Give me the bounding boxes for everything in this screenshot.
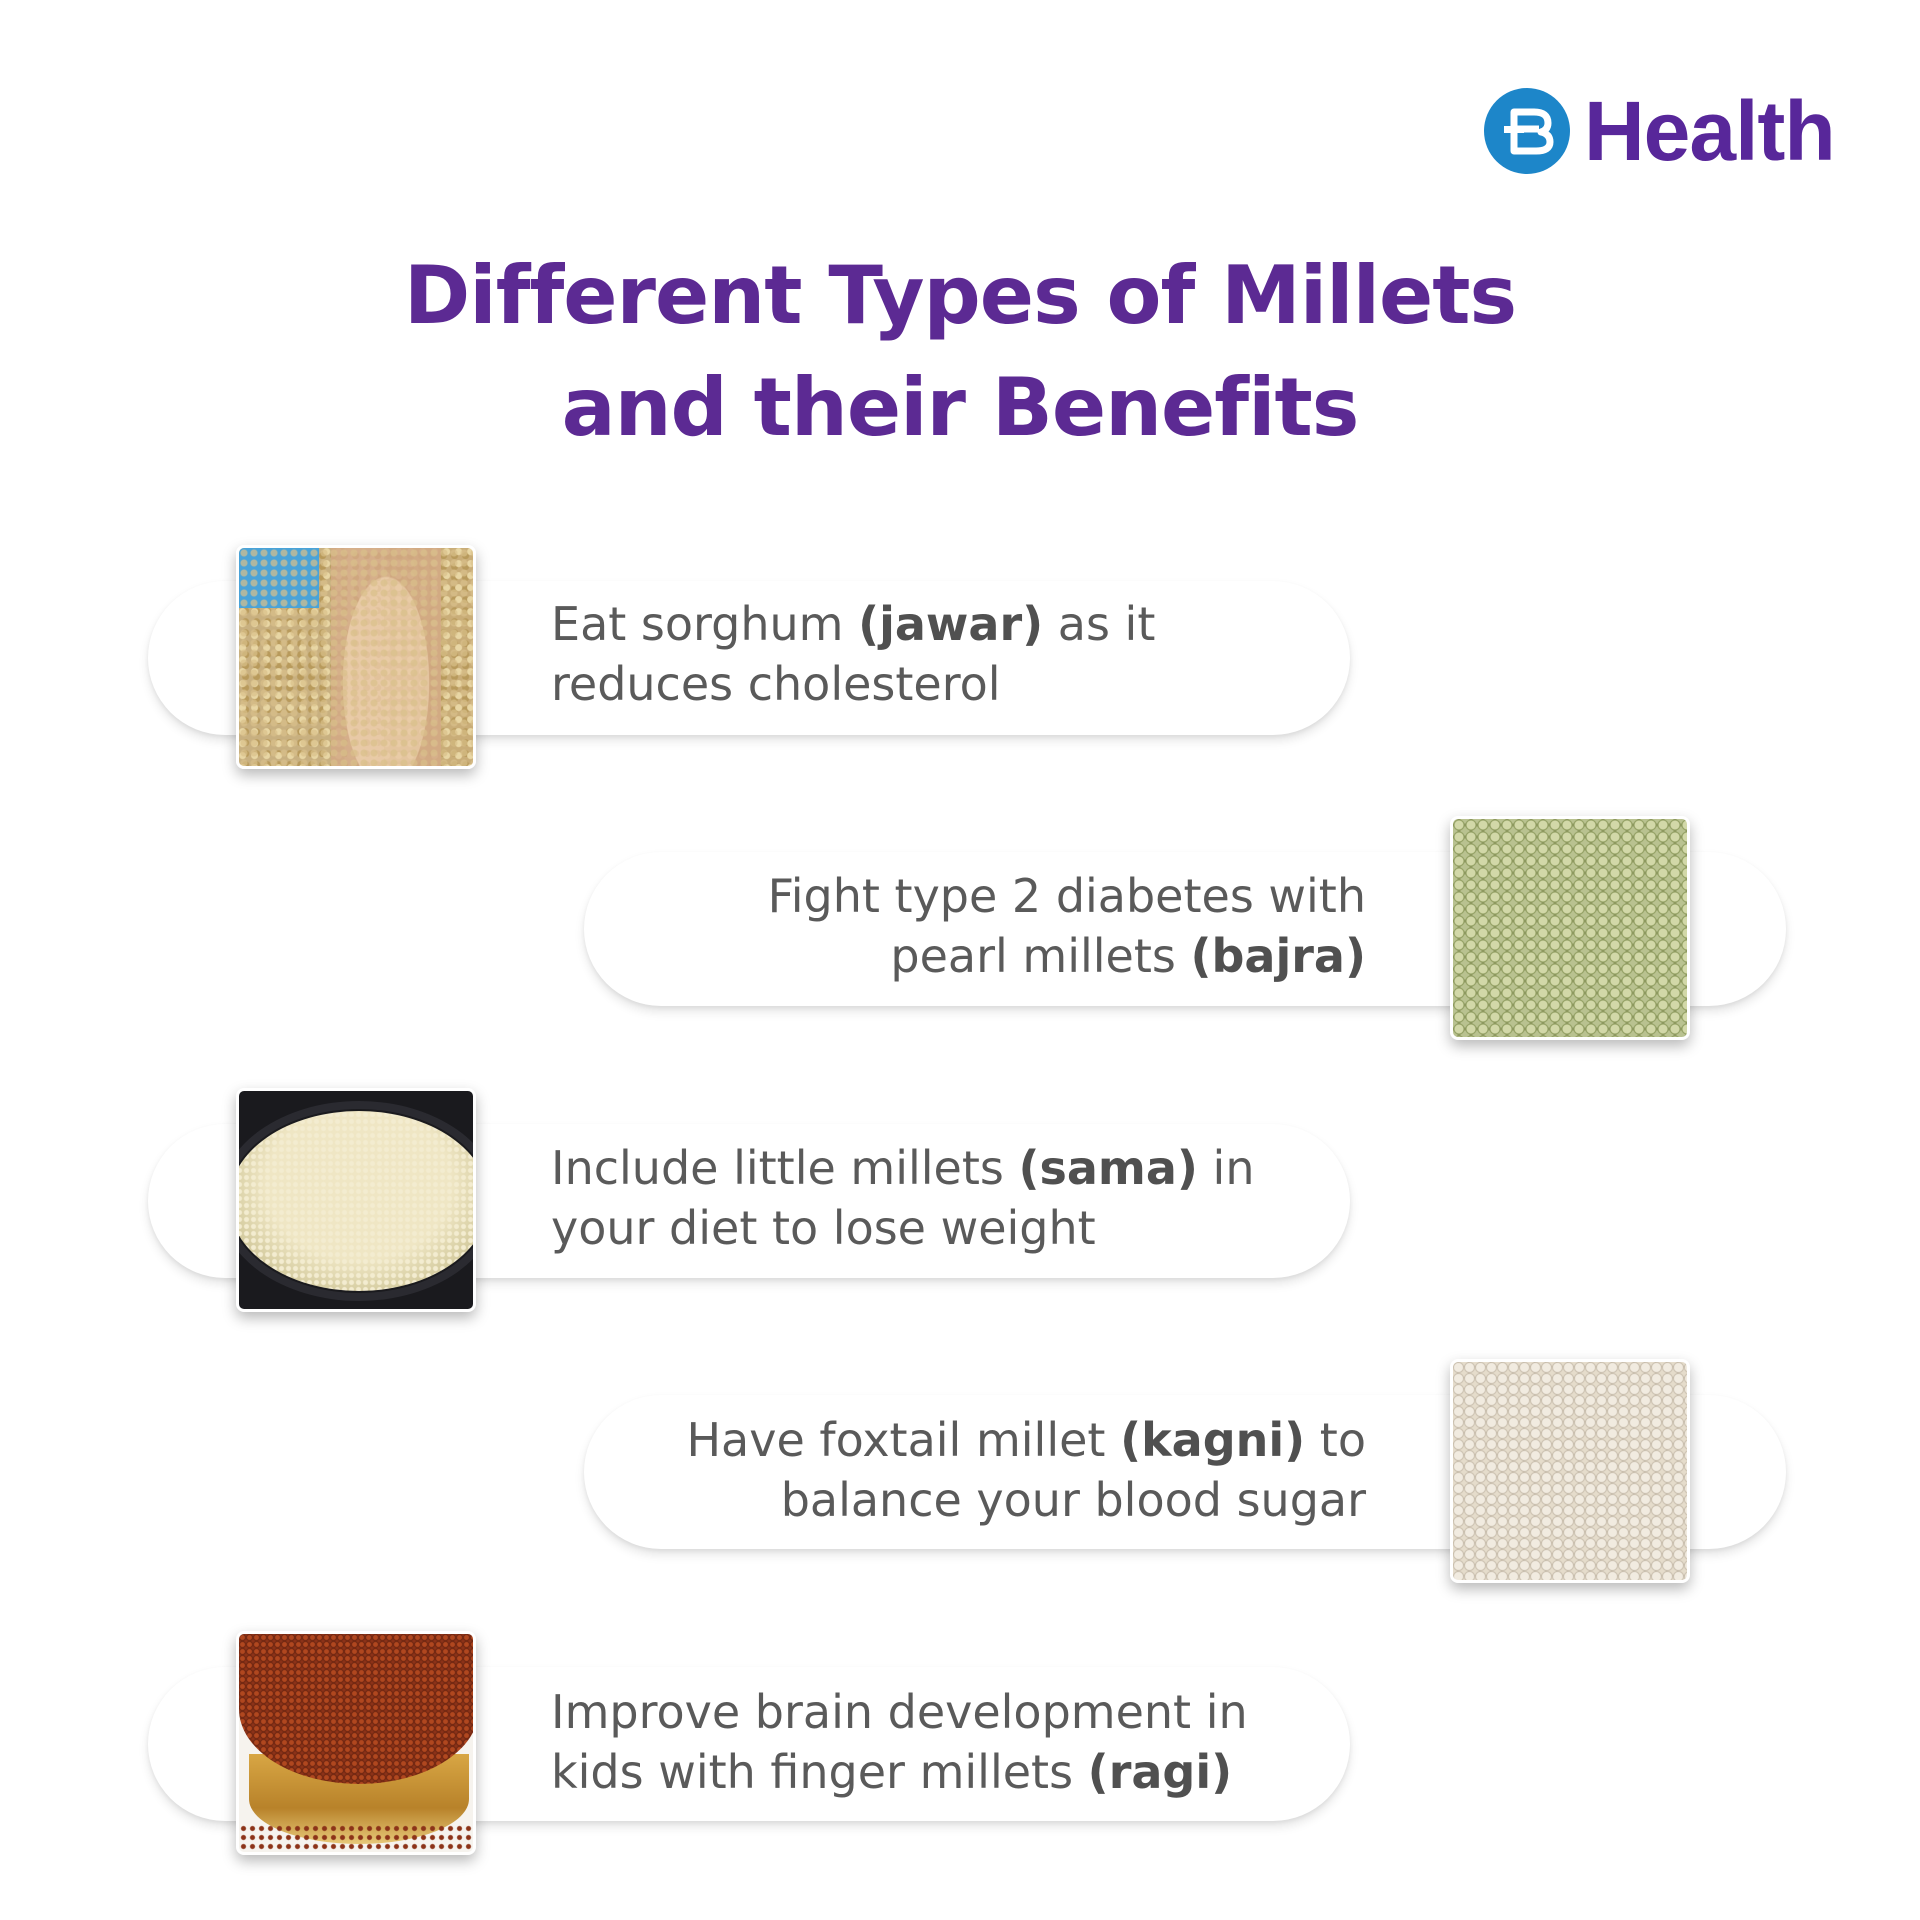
title-line-1: Different Types of Millets bbox=[403, 249, 1517, 342]
brand-logo: Health bbox=[1484, 84, 1836, 178]
page-title: Different Types of Millets and their Ben… bbox=[0, 240, 1920, 464]
sorghum-photo bbox=[236, 545, 476, 769]
ragi-photo bbox=[236, 1631, 476, 1855]
benefit-text-kagni: Have foxtail millet (kagni) to balance y… bbox=[686, 1413, 1366, 1527]
kagni-photo bbox=[1450, 1359, 1690, 1583]
benefit-text-bajra: Fight type 2 diabetes with pearl millets… bbox=[767, 869, 1366, 983]
benefit-text-sorghum: Eat sorghum (jawar) as it reduces choles… bbox=[551, 597, 1156, 711]
bajra-photo bbox=[1450, 816, 1690, 1040]
brand-name: Health bbox=[1584, 84, 1836, 178]
benefit-text-ragi: Improve brain development in kids with f… bbox=[551, 1685, 1248, 1799]
benefit-text-sama: Include little millets (sama) in your di… bbox=[551, 1141, 1255, 1255]
title-line-2: and their Benefits bbox=[561, 361, 1360, 454]
logo-mark-icon bbox=[1484, 88, 1570, 174]
sama-photo bbox=[236, 1088, 476, 1312]
